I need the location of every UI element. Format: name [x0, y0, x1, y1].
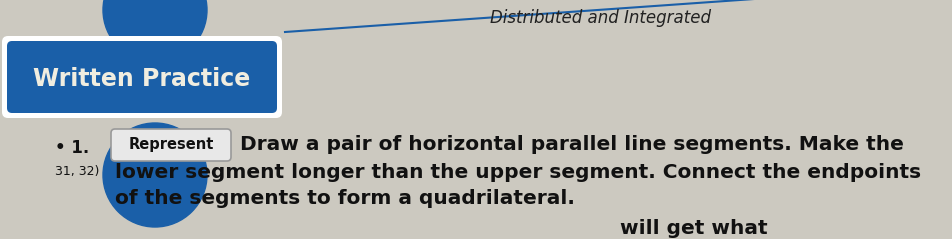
Text: • 1.: • 1. [55, 139, 89, 157]
Text: Draw a pair of horizontal parallel line segments. Make the: Draw a pair of horizontal parallel line … [240, 136, 902, 154]
Text: of the segments to form a quadrilateral.: of the segments to form a quadrilateral. [115, 190, 574, 208]
Text: 31, 32): 31, 32) [55, 165, 99, 179]
Text: lower segment longer than the upper segment. Connect the endpoints: lower segment longer than the upper segm… [115, 163, 921, 181]
Circle shape [103, 123, 207, 227]
Text: Written Practice: Written Practice [33, 67, 250, 91]
FancyBboxPatch shape [2, 36, 282, 118]
Text: Distributed and Integrated: Distributed and Integrated [489, 9, 710, 27]
Text: will get what: will get what [620, 218, 766, 238]
Text: Represent: Represent [129, 137, 213, 152]
FancyBboxPatch shape [7, 41, 277, 113]
Circle shape [103, 0, 207, 62]
FancyBboxPatch shape [110, 129, 230, 161]
